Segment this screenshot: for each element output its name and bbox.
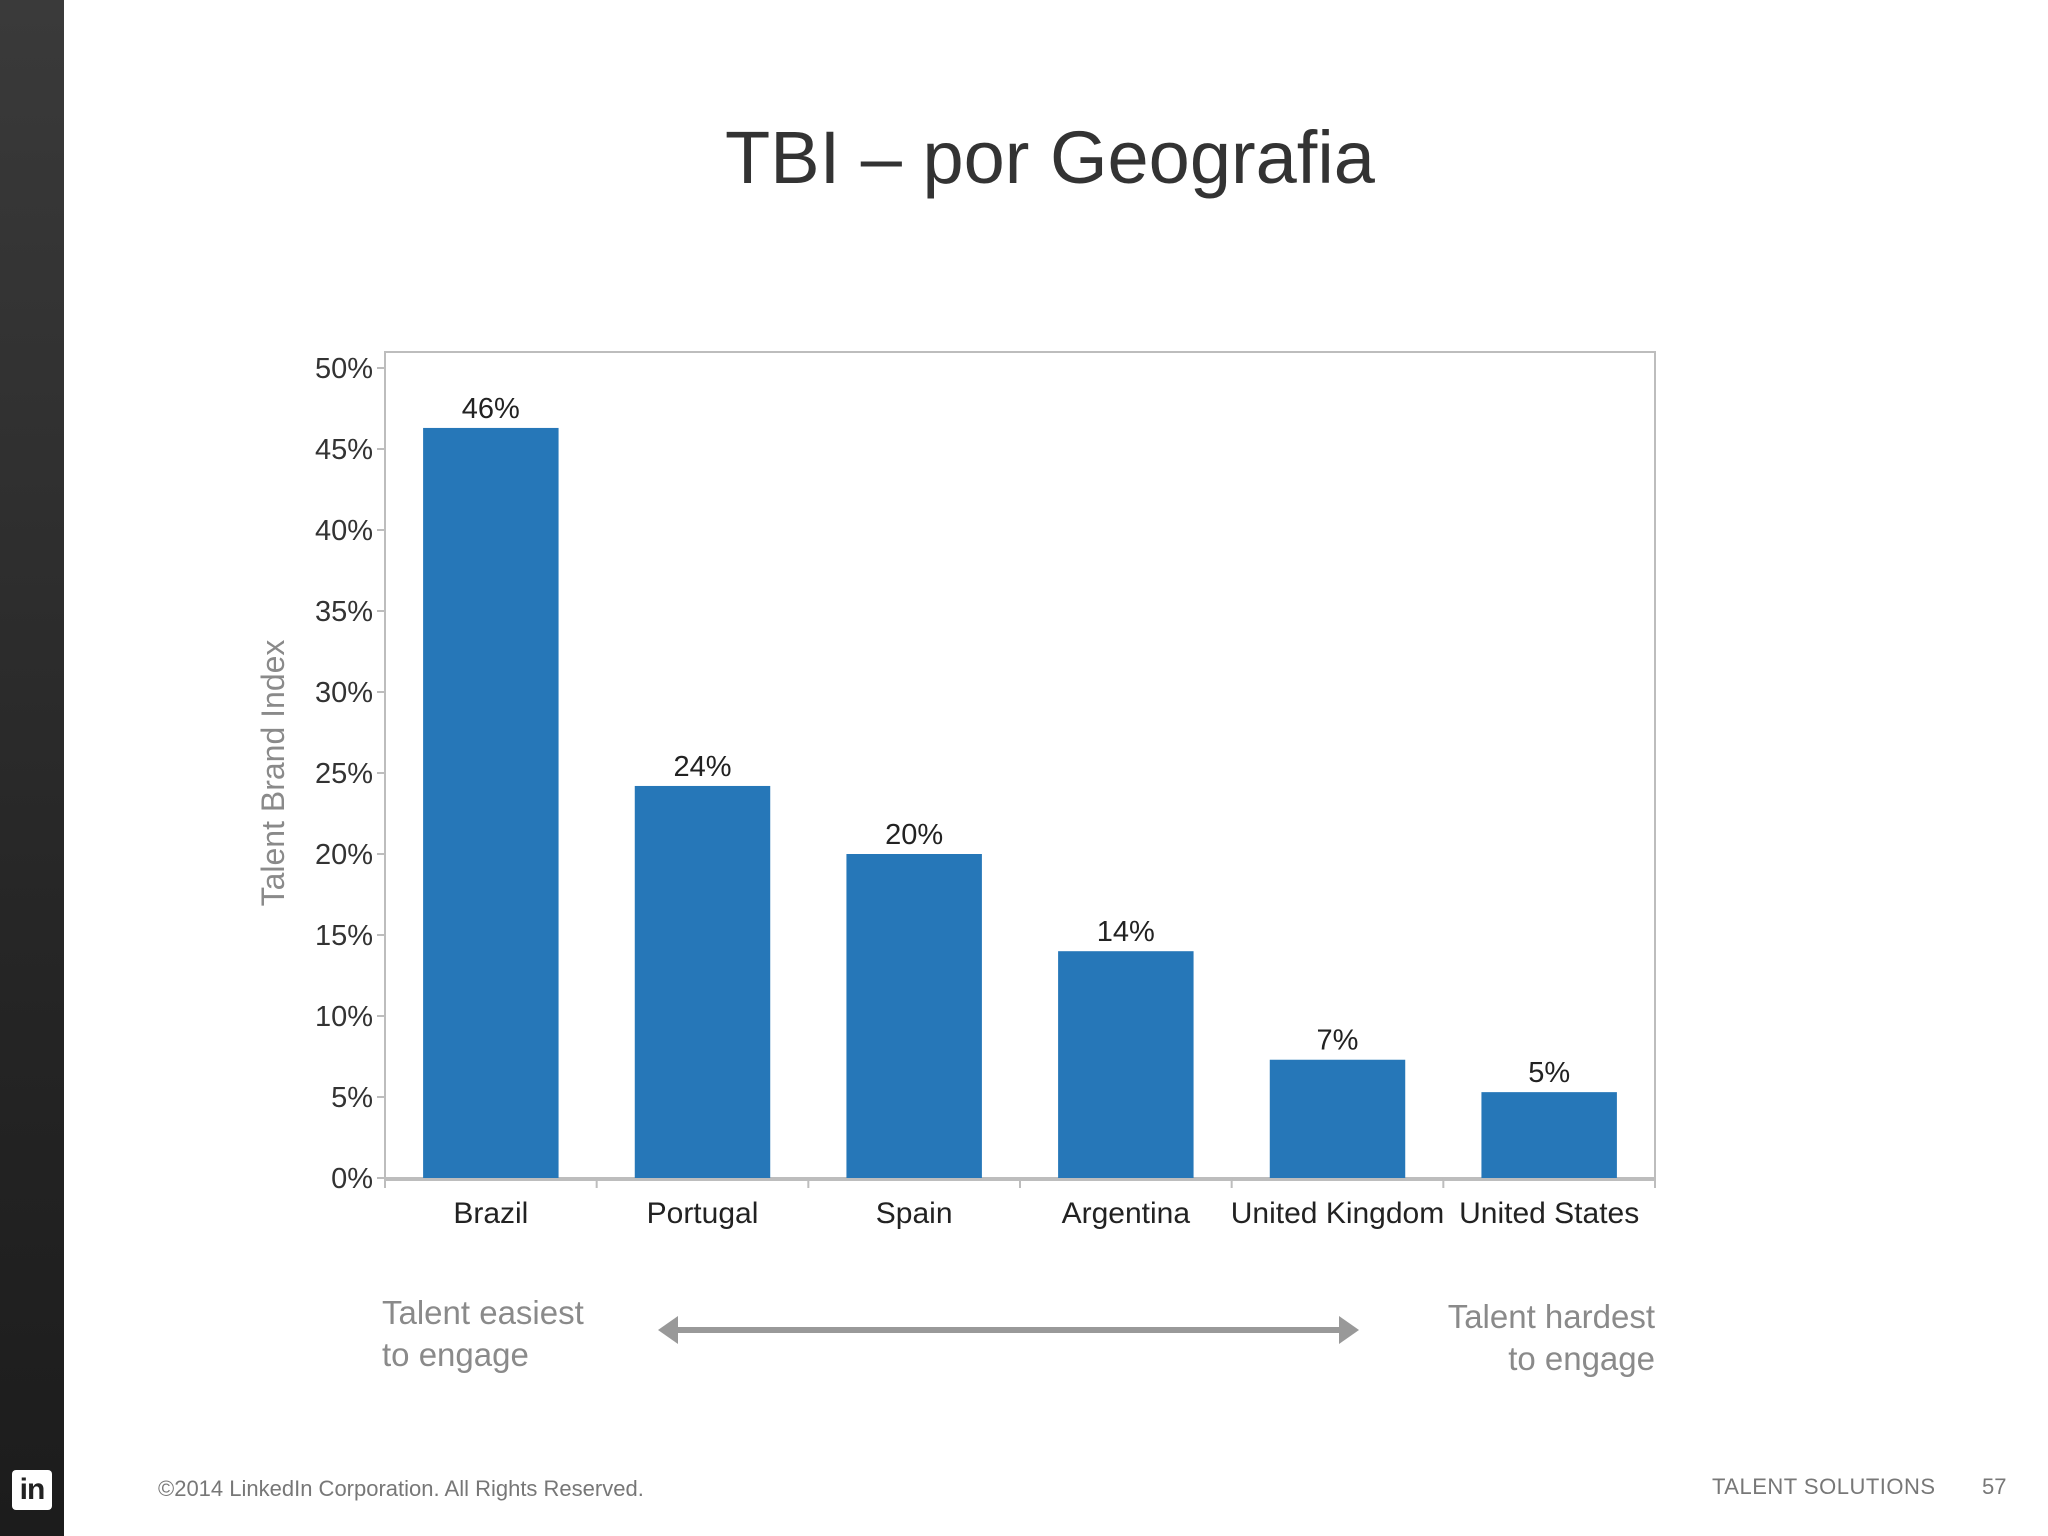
y-tick-label: 30% <box>315 677 373 709</box>
data-label: 24% <box>673 751 731 783</box>
x-axis: Brazil Portugal Spain Argentina United Kingd… <box>384 1177 1656 1230</box>
bar <box>1058 951 1194 1178</box>
bar <box>423 427 559 1178</box>
talent-easiest-line2: to engage <box>382 1336 529 1373</box>
y-tick-label: 10% <box>315 1001 373 1033</box>
engage-arrow <box>658 1316 1359 1344</box>
x-tick-label: United Kingdom <box>1231 1197 1444 1230</box>
y-tick-label: 25% <box>315 758 373 790</box>
data-label: 5% <box>1528 1057 1570 1089</box>
bars <box>423 427 1617 1178</box>
data-label: 46% <box>462 393 520 425</box>
talent-easiest-line1: Talent easiest <box>382 1294 584 1331</box>
plot-frame <box>384 351 1656 1181</box>
y-axis: 0% 5% 10% 15% 20% 25% 30% 35% 40% 45% 50% <box>315 352 386 1195</box>
x-tick-label: Brazil <box>453 1197 528 1230</box>
data-label: 20% <box>885 819 943 851</box>
footer-copyright: ©2014 LinkedIn Corporation. All Rights R… <box>158 1476 644 1501</box>
y-tick-label: 35% <box>315 596 373 628</box>
x-tick-label: Portugal <box>647 1197 759 1230</box>
sidebar: in <box>0 0 64 1536</box>
linkedin-logo-text: in <box>19 1473 46 1506</box>
talent-hardest-line2: to engage <box>1508 1340 1655 1377</box>
data-labels: 46% 24% 20% 14% 7% 5% <box>462 393 1570 1089</box>
y-tick-label: 40% <box>315 515 373 547</box>
y-tick-label: 15% <box>315 920 373 952</box>
y-axis-title: Talent Brand Index <box>255 640 291 907</box>
linkedin-logo: in <box>12 1470 52 1510</box>
y-tick-label: 0% <box>331 1163 373 1195</box>
x-tick-label: Argentina <box>1062 1197 1191 1230</box>
bar <box>1269 1059 1406 1178</box>
x-tick-label: Spain <box>876 1197 953 1230</box>
talent-easiest-label: Talent easiest to engage <box>382 1292 584 1376</box>
bar <box>846 854 982 1178</box>
y-tick-label: 50% <box>315 353 373 385</box>
data-label: 7% <box>1317 1025 1359 1057</box>
arrow-left-head <box>658 1316 678 1344</box>
talent-hardest-label: Talent hardest to engage <box>1380 1296 1655 1380</box>
slide-title: TBI – por Geografia <box>725 116 1375 199</box>
bar <box>1481 1092 1617 1178</box>
data-label: 14% <box>1097 916 1155 948</box>
footer-brand: TALENT SOLUTIONS <box>1712 1474 1936 1499</box>
y-tick-label: 5% <box>331 1082 373 1114</box>
y-tick-label: 20% <box>315 839 373 871</box>
arrow-right-head <box>1339 1316 1359 1344</box>
talent-hardest-line1: Talent hardest <box>1447 1298 1655 1335</box>
bar <box>634 785 771 1178</box>
x-tick-label: United States <box>1459 1197 1639 1230</box>
y-tick-label: 45% <box>315 434 373 466</box>
page-number: 57 <box>1982 1474 2007 1499</box>
